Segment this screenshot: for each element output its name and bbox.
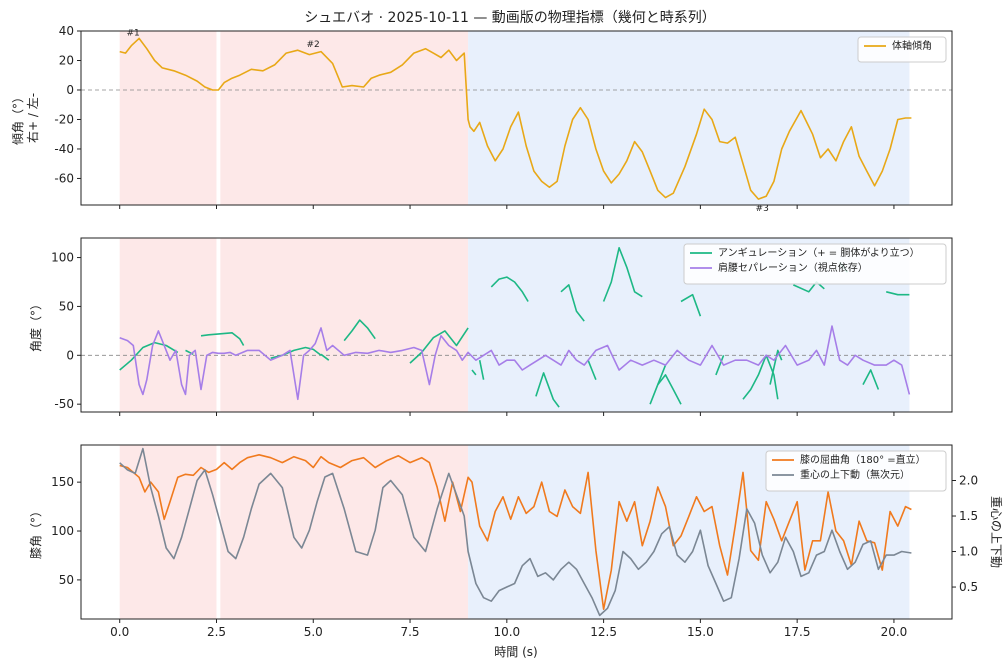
series-line-angulation: [490, 276, 529, 302]
series-line-angulation: [560, 284, 585, 322]
x-tick-label: 15.0: [687, 625, 714, 639]
y-axis-label: 傾角（°）: [11, 91, 25, 145]
y2-tick-label: 2.0: [959, 474, 978, 488]
y2-tick-label: 0.5: [959, 580, 978, 594]
y-axis-label: 膝角（°）: [29, 505, 43, 559]
series-line-angulation: [742, 354, 779, 400]
y-tick-label: 100: [51, 251, 74, 265]
series-line-angulation: [320, 353, 330, 361]
series-line-angulation: [409, 327, 469, 364]
y-tick-label: 100: [51, 524, 74, 538]
x-tick-label: 20.0: [881, 625, 908, 639]
phase-band: [119, 31, 217, 205]
plot-area: [119, 447, 912, 617]
plot-area: [119, 247, 911, 408]
legend-label: 体軸傾角: [892, 39, 932, 52]
y-tick-label: 150: [51, 475, 74, 489]
x-tick-label: 5.0: [304, 625, 323, 639]
series-line-angulation: [602, 247, 643, 302]
series-line-angulation: [862, 369, 880, 390]
y-tick-label: -60: [54, 171, 74, 185]
series-line-angulation: [769, 349, 783, 385]
x-axis-label: 時間 (s): [494, 645, 537, 659]
panel-bottom: 0.0 2.5 5.0 7.5 10.0 12.5 15.0 17.5 20.0 50 100 150…: [29, 444, 1003, 639]
series-line-angulation: [119, 341, 179, 371]
x-tick-label: 10.0: [493, 625, 520, 639]
y2-tick-label: 1.0: [959, 545, 978, 559]
series-line-angulation: [680, 293, 702, 317]
legend-box: [683, 243, 947, 285]
legend-box: [765, 450, 947, 492]
axes-frame: [80, 237, 953, 413]
phase-band: [468, 31, 910, 205]
legend-label: 重心の上下動（無次元）: [800, 468, 910, 481]
event-label: #3: [756, 204, 769, 214]
plot-area: [119, 37, 912, 200]
y2-axis-label: 重心の上下動: [989, 496, 1003, 568]
legend: 膝の屈曲角（180° =直立） 重心の上下動（無次元）: [765, 450, 947, 492]
x-tick-label: 2.5: [207, 625, 226, 639]
series-line-angulation: [587, 359, 597, 380]
series-line-angulation: [343, 319, 376, 342]
y-axis-label: 右+ / 左-: [25, 93, 40, 143]
series-line-angulation: [792, 281, 825, 293]
y-tick-label: 50: [59, 299, 74, 313]
figure-title: シュエバオ · 2025-10-11 — 動画版の物理指標（幾何と時系列）: [304, 10, 716, 26]
axes-frame: [80, 30, 953, 206]
y2-tick-label: 1.5: [959, 509, 978, 523]
y-tick-label: 20: [59, 53, 74, 67]
series-line-com: [119, 447, 912, 617]
panel-top: -60 -40 -20 0 20 40 傾角（°） 右+ / 左- #1 #2 #3 体軸傾角: [11, 24, 953, 214]
phase-band: [220, 445, 469, 619]
x-tick-label: 0.0: [110, 625, 129, 639]
phase-band: [119, 445, 217, 619]
legend: アンギュレーション（+ = 胴体がより立つ） 肩腰セパレーション（視点依存）: [683, 243, 947, 285]
y-tick-label: 0: [66, 83, 74, 97]
y-tick-label: -40: [54, 142, 74, 156]
y-tick-label: 40: [59, 24, 74, 38]
event-label: #2: [306, 40, 319, 50]
phase-band: [220, 238, 469, 412]
phase-band: [220, 31, 469, 205]
series-line-angulation: [471, 369, 477, 376]
legend-label: 膝の屈曲角（180° =直立）: [800, 453, 926, 466]
x-tick-label: 12.5: [590, 625, 617, 639]
panel-middle: -50 0 50 100 角度（°） アンギュレーション（+ = 胴体がより立つ） 肩腰セパ…: [28, 237, 953, 416]
y-tick-label: 0: [66, 348, 74, 362]
series-line-lean: [119, 37, 912, 200]
x-tick-label: 7.5: [400, 625, 419, 639]
legend-box: [857, 36, 947, 63]
legend: 体軸傾角: [857, 36, 947, 63]
series-line-angulation: [715, 355, 725, 376]
series-line-angulation: [886, 291, 910, 296]
panels-group: -60 -40 -20 0 20 40 傾角（°） 右+ / 左- #1 #2 #3 体軸傾角 -50 0…: [11, 24, 1003, 639]
y-tick-label: -20: [54, 112, 74, 126]
legend-label: アンギュレーション（+ = 胴体がより立つ）: [718, 246, 920, 259]
y-tick-label: -50: [54, 397, 74, 411]
y-tick-label: 50: [59, 573, 74, 587]
y-axis-label: 角度（°）: [28, 298, 43, 352]
axes-frame: [80, 444, 953, 620]
series-line-separation: [119, 325, 911, 401]
legend-label: 肩腰セパレーション（視点依存）: [718, 261, 868, 274]
series-line-angulation: [657, 374, 682, 405]
series-line-angulation: [200, 331, 245, 346]
event-label: #1: [126, 28, 139, 38]
x-tick-label: 17.5: [784, 625, 811, 639]
series-line-angulation: [478, 360, 485, 380]
series-line-knee: [119, 453, 912, 611]
series-line-angulation: [535, 372, 560, 408]
